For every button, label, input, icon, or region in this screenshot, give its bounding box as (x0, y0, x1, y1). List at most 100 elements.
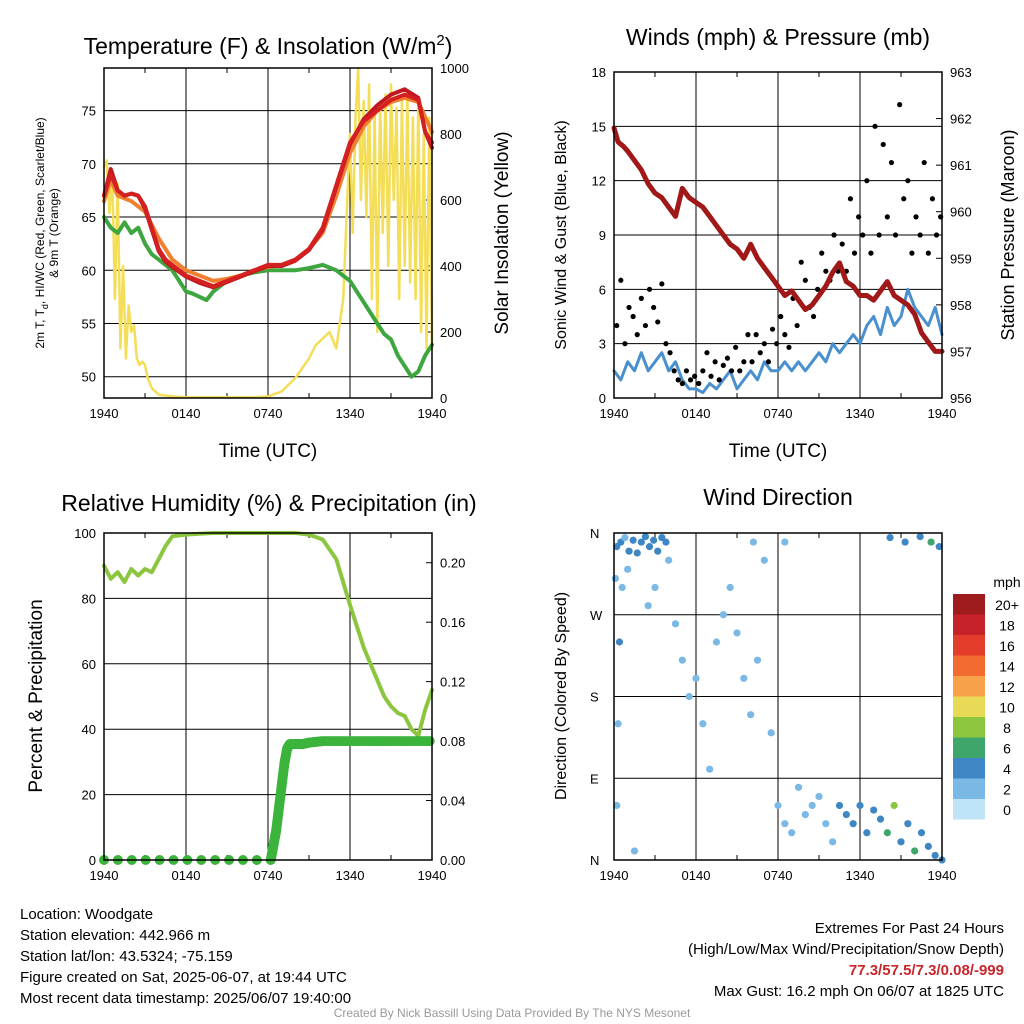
direction-tick-label: N (590, 526, 599, 541)
x-tick-label: 1940 (418, 406, 447, 421)
direction-point (747, 711, 755, 719)
latlon-text: Station lat/lon: 43.5324; -75.159 (20, 948, 233, 965)
direction-point (911, 847, 919, 855)
winds-xlabel: Time (UTC) (729, 441, 828, 462)
extremes-values: 77.3/57.5/7.3/0.08/-999 (848, 962, 1004, 979)
gust-point (864, 178, 870, 184)
y-tick-label: 12 (592, 174, 606, 189)
y-tick-label: 60 (82, 263, 96, 278)
x-tick-label: 1340 (336, 406, 365, 421)
direction-point (897, 838, 905, 846)
gust-point (888, 159, 895, 166)
direction-point (699, 720, 707, 728)
legend-swatch (953, 594, 985, 615)
direction-point (876, 815, 885, 823)
direction-tick-label: E (590, 771, 599, 786)
direction-point (614, 720, 622, 728)
direction-point (651, 583, 659, 592)
winds-title: Winds (mph) & Pressure (mb) (626, 24, 930, 50)
gust-point (798, 259, 804, 265)
legend-label: 0 (1003, 802, 1011, 818)
title-sup: 2 (436, 32, 444, 49)
gust-point (782, 332, 788, 338)
gust-point (765, 359, 772, 365)
gust-point (675, 377, 681, 383)
y-tick-label-right: 600 (440, 193, 462, 208)
direction-point (749, 538, 758, 546)
legend-label: 2 (1003, 782, 1011, 798)
gust-point (646, 286, 653, 292)
gust-point (905, 178, 911, 184)
gust-point (642, 322, 649, 329)
legend-label: 18 (999, 618, 1015, 634)
gust-point (786, 344, 792, 350)
direction-point (829, 838, 837, 846)
direction-point (781, 820, 789, 828)
legend-swatch (953, 799, 985, 820)
gust-point (728, 368, 735, 374)
plot-border (613, 71, 943, 399)
x-tick-label: 1940 (600, 868, 629, 883)
gust-point (720, 362, 726, 368)
gust-point (917, 232, 923, 238)
gust-point (831, 232, 837, 238)
legend-swatch (953, 676, 985, 697)
gust-point (716, 377, 722, 383)
direction-tick-label: W (590, 608, 603, 623)
gust-point (884, 214, 890, 220)
y-tick-label: 0 (89, 853, 96, 868)
gust-point (663, 341, 669, 347)
direction-point (719, 611, 727, 619)
credit-text: Created By Nick Bassill Using Data Provi… (333, 1006, 691, 1020)
temperature-xlabel: Time (UTC) (219, 441, 318, 462)
direction-point (856, 801, 864, 810)
legend-label: 16 (999, 638, 1015, 654)
direction-point (645, 543, 654, 551)
direction-point (815, 792, 823, 801)
humidity-ylabel: Percent & Precipitation (26, 599, 47, 792)
gust-point (819, 250, 825, 256)
y-tick-label: 100 (74, 526, 96, 541)
direction-point (629, 536, 637, 544)
y-tick-label-right: 0.08 (440, 734, 465, 749)
direction-point (662, 538, 670, 546)
gust-point (704, 350, 710, 356)
x-tick-label: 0740 (764, 868, 793, 883)
y-tick-label-right: 0.16 (440, 615, 465, 630)
x-tick-label: 1340 (336, 868, 365, 883)
x-tick-label: 0140 (172, 868, 201, 883)
y-tick-label: 40 (82, 722, 96, 737)
gust-point (749, 359, 755, 365)
legend-label: 14 (999, 659, 1015, 675)
legend-label: 12 (999, 679, 1015, 695)
direction-point (624, 565, 632, 573)
gust-point (712, 359, 718, 365)
direction-point (924, 842, 932, 850)
gust-point (687, 377, 694, 383)
y-tick-label-right: 0.04 (440, 794, 465, 809)
direction-title: Wind Direction (703, 484, 853, 510)
gust-point (638, 295, 644, 301)
gust-point (708, 373, 714, 379)
gust-point (622, 341, 628, 347)
temperature-ylabel-line1: 2m T, Td, HI/WC (Red, Green, Scarlet/Blu… (33, 117, 50, 348)
legend-swatch (953, 655, 985, 676)
gust-point (769, 326, 776, 332)
temperature-title: Temperature (F) & Insolation (W/m2) (84, 32, 453, 59)
y-tick-label: 15 (592, 119, 606, 134)
direction-point (904, 820, 912, 828)
x-tick-label: 0740 (254, 868, 283, 883)
temperature-ylabel-right: Solar Insolation (Yellow) (492, 131, 513, 334)
y-tick-label: 60 (82, 657, 96, 672)
direction-point (927, 538, 935, 546)
x-tick-label: 1940 (90, 406, 119, 421)
y-tick-label: 70 (82, 157, 96, 172)
title-part: ) (445, 33, 453, 59)
gust-point (901, 196, 907, 202)
direction-point (733, 629, 741, 637)
y-tick-label-right: 963 (950, 65, 972, 80)
ylabel-part: , HI/WC (Red, Green, Scarlet/Blue) (33, 117, 47, 304)
speed-legend: mph 20+ 18 16 14 12 10 8 6 4 2 0 (953, 574, 1021, 820)
gust-point (872, 123, 878, 129)
